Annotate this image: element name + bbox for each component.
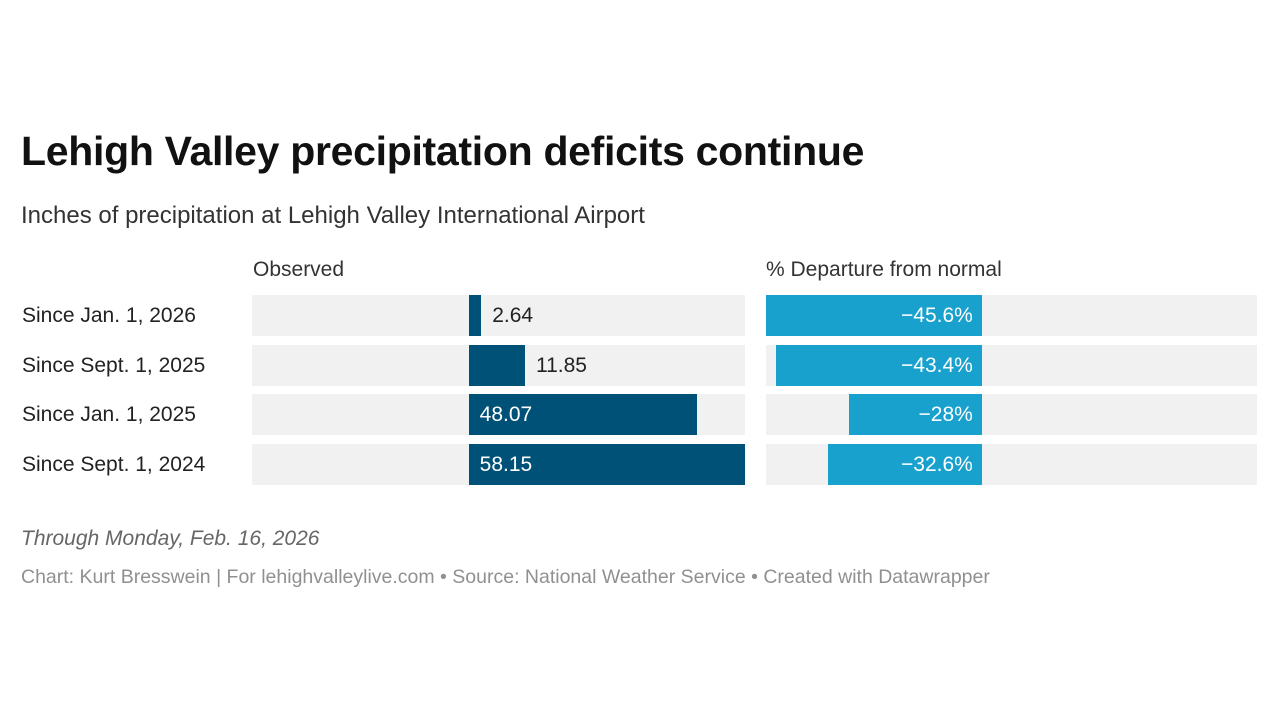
row-label: Since Sept. 1, 2025	[22, 354, 206, 377]
observed-bar	[468, 295, 482, 336]
data-label: 58.15	[479, 453, 533, 476]
data-label: 2.64	[492, 304, 534, 327]
departure-bar	[776, 345, 982, 386]
departure-bar	[849, 394, 982, 435]
data-label: −43.4%	[901, 354, 973, 377]
column-header-observed: Observed	[253, 258, 345, 281]
row-label: Since Sept. 1, 2024	[22, 453, 206, 476]
departure-bar	[827, 444, 982, 485]
departure-cell: −32.6%	[766, 444, 1257, 485]
data-label: −28%	[918, 403, 973, 426]
observed-cell: 48.07	[252, 394, 745, 435]
observed-cell: 58.15	[252, 444, 745, 485]
observed-bar	[468, 345, 525, 386]
data-label: −45.6%	[901, 304, 973, 327]
row-label: Since Jan. 1, 2026	[22, 304, 196, 327]
observed-cell: 2.64	[252, 295, 745, 336]
departure-bar	[766, 295, 982, 336]
chart-subtitle: Inches of precipitation at Lehigh Valley…	[21, 202, 645, 229]
departure-cell: −45.6%	[766, 295, 1257, 336]
chart-title: Lehigh Valley precipitation deficits con…	[21, 128, 865, 174]
data-label: 48.07	[479, 403, 533, 426]
observed-bar	[468, 394, 698, 435]
data-label: −32.6%	[901, 453, 973, 476]
column-header-departure: % Departure from normal	[766, 258, 1002, 281]
observed-cell: 11.85	[252, 345, 745, 386]
observed-bar	[468, 444, 745, 485]
chart-note: Through Monday, Feb. 16, 2026	[21, 527, 320, 550]
departure-cell: −28%	[766, 394, 1257, 435]
departure-cell: −43.4%	[766, 345, 1257, 386]
row-label: Since Jan. 1, 2025	[22, 403, 196, 426]
data-label: 11.85	[535, 354, 587, 377]
chart-source: Chart: Kurt Bresswein | For lehighvalley…	[21, 566, 990, 588]
